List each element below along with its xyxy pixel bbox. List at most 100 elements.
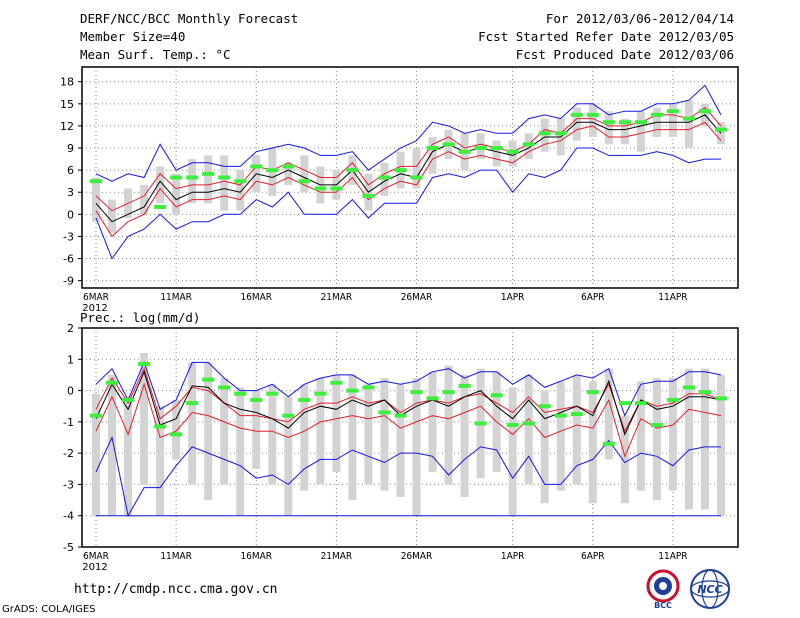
temp-spread-box — [636, 111, 645, 152]
temp-year-label: 2012 — [82, 303, 107, 314]
temp-spread-box — [284, 162, 293, 185]
temp-obs-marker — [234, 179, 247, 184]
temp-inner-lower-line — [95, 121, 722, 238]
temp-spread-box — [492, 140, 501, 167]
prec-panel-title: Prec.: log(mm/d) — [80, 310, 200, 325]
temp-x-tick-label: 21MAR — [321, 292, 353, 303]
prec-y-tick-label: 0 — [67, 385, 74, 398]
prec-y-tick-label: 2 — [67, 322, 74, 335]
prec-spread-box — [300, 384, 309, 491]
prec-spread-box — [508, 387, 517, 516]
prec-obs-marker — [442, 390, 455, 395]
temp-obs-marker — [474, 146, 487, 151]
temp-obs-marker — [538, 131, 551, 136]
prec-spread-box — [268, 384, 277, 485]
temp-obs-marker — [522, 142, 535, 147]
prec-obs-marker — [250, 397, 263, 402]
temp-obs-marker — [154, 204, 167, 209]
temp-obs-marker — [266, 168, 279, 173]
prec-obs-marker — [458, 383, 471, 388]
prec-obs-marker — [346, 388, 359, 393]
temp-obs-marker — [490, 146, 503, 151]
prec-obs-marker — [490, 393, 503, 398]
prec-obs-marker — [474, 421, 487, 426]
started-refer-date-label: Fcst Started Refer Date 2012/03/05 — [478, 29, 734, 44]
forecast-range-label: For 2012/03/06-2012/04/14 — [545, 11, 734, 26]
temp-y-tick-label: 6 — [67, 164, 74, 177]
temp-obs-marker — [506, 149, 519, 154]
ncc-logo-text: NCC — [697, 583, 722, 596]
prec-x-tick-label: 16MAR — [240, 551, 272, 562]
prec-obs-marker — [554, 413, 567, 418]
prec-obs-marker — [138, 361, 151, 366]
prec-obs-marker — [602, 441, 615, 446]
prec-obs-marker — [330, 380, 343, 385]
prec-obs-marker — [170, 432, 183, 437]
source-url[interactable]: http://cmdp.ncc.cma.gov.cn — [74, 582, 278, 597]
prec-obs-marker — [314, 391, 327, 396]
prec-spread-box — [540, 390, 549, 504]
prec-obs-marker — [234, 391, 247, 396]
prec-y-tick-label: -3 — [63, 478, 74, 491]
prec-spread-box — [252, 390, 261, 469]
prec-spread-box — [428, 371, 437, 472]
prec-y-tick-label: -4 — [63, 510, 74, 523]
prec-obs-marker — [698, 390, 711, 395]
prec-spread-box — [364, 384, 373, 485]
temp-spread-box — [428, 136, 437, 174]
temp-obs-marker — [410, 175, 423, 180]
temp-spread-box — [604, 111, 613, 145]
temp-obs-marker — [298, 179, 311, 184]
prec-outer-lower-line — [95, 435, 721, 518]
temp-outer-lower-line — [95, 147, 721, 260]
prec-spread-box — [588, 381, 597, 504]
temp-obs-marker — [282, 164, 295, 169]
temp-spread-box — [300, 155, 309, 193]
grads-credit: GrADS: COLA/IGES — [2, 604, 96, 615]
prec-obs-marker — [154, 424, 167, 429]
prec-x-tick-label: 26MAR — [401, 551, 433, 562]
prec-obs-marker — [715, 396, 727, 401]
prec-y-tick-label: -2 — [63, 447, 74, 460]
prec-spread-box — [668, 378, 677, 491]
temp-spread-box — [668, 103, 677, 137]
prec-y-tick-label: 1 — [67, 353, 74, 366]
temp-spread-box — [156, 166, 165, 204]
prec-spread-box — [700, 368, 709, 510]
temp-x-tick-label: 6MAR — [83, 292, 109, 303]
prec-spread-box — [380, 378, 389, 491]
prec-x-tick-label: 1APR — [501, 551, 525, 562]
prec-spread-box — [556, 381, 565, 491]
prec-obs-marker — [218, 385, 231, 390]
variable-label: Mean Surf. Temp.: °C — [80, 47, 231, 62]
temp-y-tick-label: -3 — [63, 230, 74, 243]
prec-obs-marker — [394, 413, 407, 418]
prec-spread-box — [92, 393, 100, 516]
bcc-logo-text: BCC — [654, 601, 672, 610]
temp-spread-box — [620, 118, 629, 145]
temp-obs-marker — [90, 179, 102, 184]
temp-obs-marker — [602, 120, 615, 125]
prec-obs-marker — [538, 404, 551, 409]
temp-spread-box — [572, 107, 581, 141]
prec-obs-marker — [90, 413, 102, 418]
prec-y-tick-label: -1 — [63, 416, 74, 429]
temp-spread-box — [188, 159, 197, 204]
prec-spread-box — [524, 374, 533, 485]
temp-y-tick-label: 0 — [67, 208, 74, 221]
prec-spread-box — [348, 374, 357, 501]
produced-date-label: Fcst Produced Date 2012/03/06 — [515, 47, 734, 62]
temp-obs-marker — [170, 175, 183, 180]
temp-obs-marker — [346, 168, 359, 173]
prec-obs-marker — [106, 380, 119, 385]
temp-obs-marker — [570, 112, 583, 117]
prec-spread-box — [172, 399, 181, 460]
temp-obs-marker — [666, 109, 679, 114]
temp-spread-box — [108, 199, 117, 233]
temp-obs-marker — [218, 175, 231, 180]
bcc-logo: BCC — [646, 569, 680, 610]
temp-obs-marker — [634, 120, 647, 125]
prec-x-tick-label: 11APR — [658, 551, 687, 562]
prec-obs-marker — [202, 377, 215, 382]
prec-spread-box — [460, 374, 469, 497]
